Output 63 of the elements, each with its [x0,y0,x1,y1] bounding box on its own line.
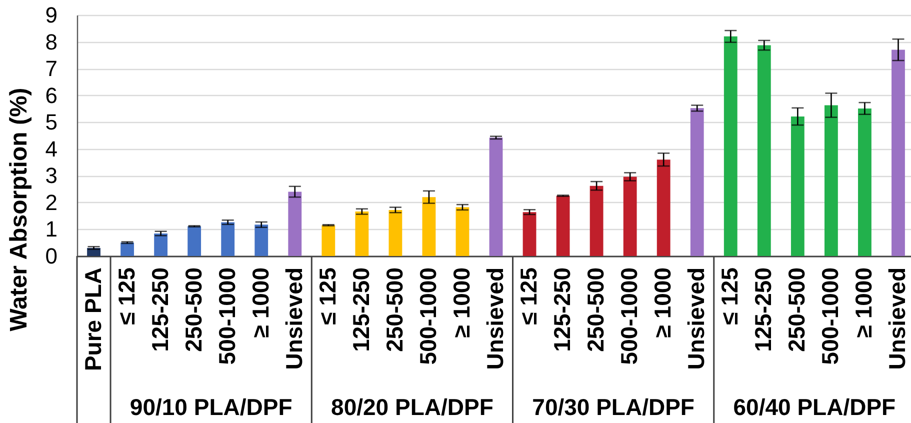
x-tick-label: 250-500 [381,268,408,352]
bar [288,192,302,256]
bar [456,207,470,256]
x-tick-label: Unsieved [683,268,710,370]
text: 70/30 PLA/DPF [532,394,694,420]
x-tick-label: ≥ 1000 [247,268,274,338]
x-tick-label: 125-250 [146,268,173,352]
bar [422,197,436,256]
y-tick-label: 2 [45,190,58,215]
bar [656,160,670,256]
bar [120,242,134,256]
bar [892,50,905,256]
bar [690,108,704,256]
y-tick-label: 8 [45,29,58,54]
bar [254,224,268,256]
y-tick-label: 1 [45,216,58,242]
x-tick-label: 500-1000 [616,268,642,365]
text: 90/10 PLA/DPF [130,394,292,420]
x-tick-label: Unsieved [482,268,508,370]
x-tick-label: ≤ 125 [314,267,340,325]
text: 80/20 PLA/DPF [331,394,494,420]
x-tick-label: 125-250 [750,268,776,352]
y-tick-label: 3 [45,163,58,188]
x-tick-label: ≥ 1000 [850,268,877,338]
bar [724,36,738,256]
bar [757,45,771,256]
x-tick-label: ≥ 1000 [448,268,474,338]
x-tick-label: Unsieved [280,268,307,370]
bar [154,234,168,256]
text: 60/40 PLA/DPF [733,394,896,420]
bar [322,225,336,256]
bar [522,212,536,256]
bar [388,210,402,256]
x-tick-label: Pure PLA [80,268,106,372]
y-tick-label: 7 [45,56,58,82]
bar [790,116,804,256]
x-tick-label: 125-250 [549,268,576,352]
bar [355,212,369,256]
y-tick-label: 0 [45,244,58,268]
x-tick-label: ≥ 1000 [650,268,676,338]
x-tick-label: 500-1000 [414,268,441,365]
bar [188,226,202,256]
y-tick-label: 5 [45,110,58,135]
y-tick-label: 9 [45,2,58,28]
y-axis-title: Water Absorption (%) [6,88,32,332]
bar [556,196,570,256]
x-tick-label: Unsieved [884,268,910,370]
bar [824,105,838,256]
bar [623,176,637,256]
x-tick-label: ≤ 125 [516,267,542,325]
x-tick-label: 125-250 [348,268,374,352]
x-tick-label: 250-500 [582,268,609,352]
bar [489,138,503,256]
bar [858,108,872,256]
x-tick-label: ≤ 125 [113,267,140,325]
y-tick-label: 4 [45,136,58,162]
x-tick-label: 500-1000 [214,268,240,365]
x-tick-label: 250-500 [784,268,810,352]
x-tick-label: 500-1000 [817,268,844,365]
x-tick-label: ≤ 125 [716,267,743,325]
x-tick-label: 250-500 [180,268,206,352]
bar [590,186,604,256]
y-tick-label: 6 [45,82,58,108]
